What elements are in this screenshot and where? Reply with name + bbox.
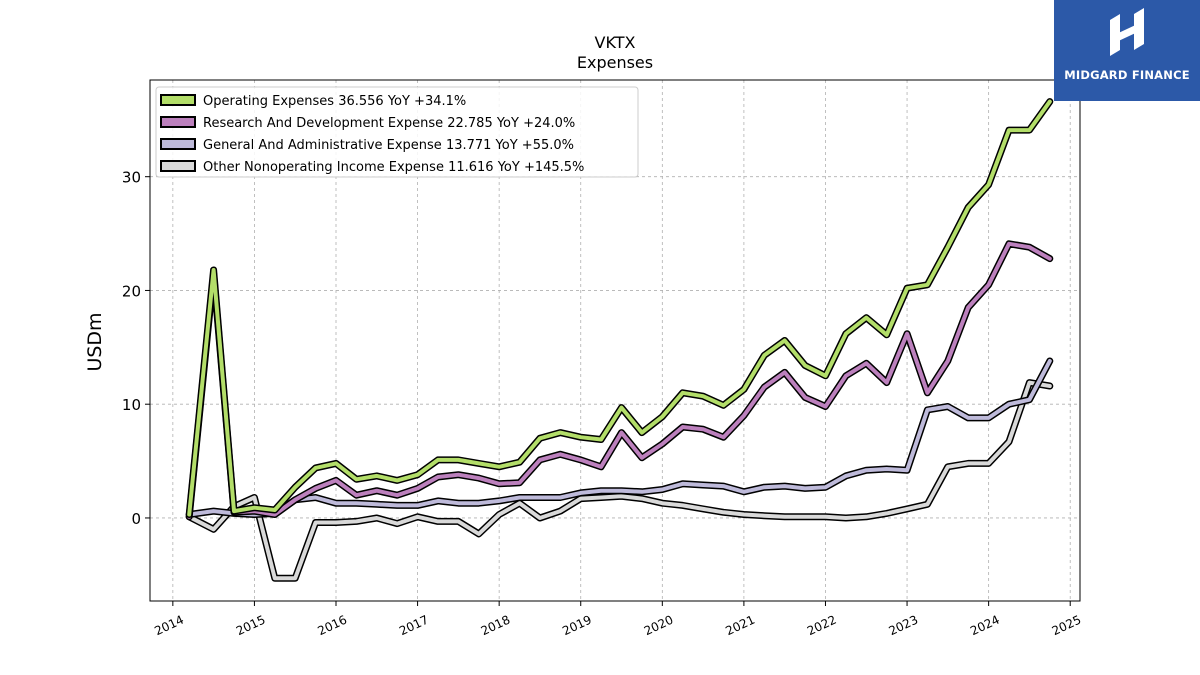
y-tick-label: 0 xyxy=(131,510,141,528)
series-line xyxy=(187,380,1052,581)
y-axis-label: USDm xyxy=(84,312,106,371)
legend-swatch xyxy=(160,94,196,106)
chart-subtitle: Expenses xyxy=(577,53,653,72)
series-line xyxy=(187,359,1052,517)
legend: Operating Expenses 36.556 YoY +34.1% Rese… xyxy=(155,86,639,178)
legend-label: General And Administrative Expense 13.77… xyxy=(203,138,574,153)
series-1 xyxy=(185,240,1054,521)
series-2 xyxy=(185,357,1054,518)
x-tick-label: 2022 xyxy=(805,613,839,639)
series-line xyxy=(187,241,1052,519)
legend-label: Other Nonoperating Income Expense 11.616… xyxy=(203,160,584,175)
x-tick-label: 2015 xyxy=(234,613,268,639)
x-tick-label: 2017 xyxy=(397,613,431,639)
brand-logo: MIDGARD FINANCE xyxy=(1054,0,1200,101)
legend-swatch xyxy=(160,160,196,172)
legend-box xyxy=(155,86,639,178)
x-tick-label: 2014 xyxy=(152,613,186,639)
legend-swatch xyxy=(160,138,196,150)
brand-mark-icon xyxy=(1110,8,1144,56)
x-tick-label: 2024 xyxy=(968,613,1002,639)
y-tick-label: 10 xyxy=(122,396,141,414)
x-tick-label: 2018 xyxy=(479,613,513,639)
legend-label: Operating Expenses 36.556 YoY +34.1% xyxy=(203,94,466,109)
x-tick-label: 2020 xyxy=(642,613,676,639)
y-tick-label: 20 xyxy=(122,282,141,300)
series-line xyxy=(187,99,1052,517)
chart-title: VKTX xyxy=(595,33,636,52)
x-tick-label: 2023 xyxy=(887,613,921,639)
legend-label: Research And Development Expense 22.785 … xyxy=(203,116,575,131)
series-0 xyxy=(185,98,1054,518)
series-3 xyxy=(185,379,1054,582)
legend-swatch xyxy=(160,116,196,128)
x-tick-label: 2019 xyxy=(560,613,594,639)
x-tick-label: 2025 xyxy=(1050,613,1084,639)
x-tick-label: 2016 xyxy=(316,613,350,639)
ticks-layer: 2014 2015 2016 2017 2018 2019 2020 2021 2022 2023… xyxy=(122,169,1083,638)
plot-frame xyxy=(149,79,1081,602)
x-tick-label: 2021 xyxy=(723,613,757,639)
series-layer xyxy=(185,98,1054,582)
y-tick-label: 30 xyxy=(122,169,141,187)
brand-name: MIDGARD FINANCE xyxy=(1064,68,1190,82)
